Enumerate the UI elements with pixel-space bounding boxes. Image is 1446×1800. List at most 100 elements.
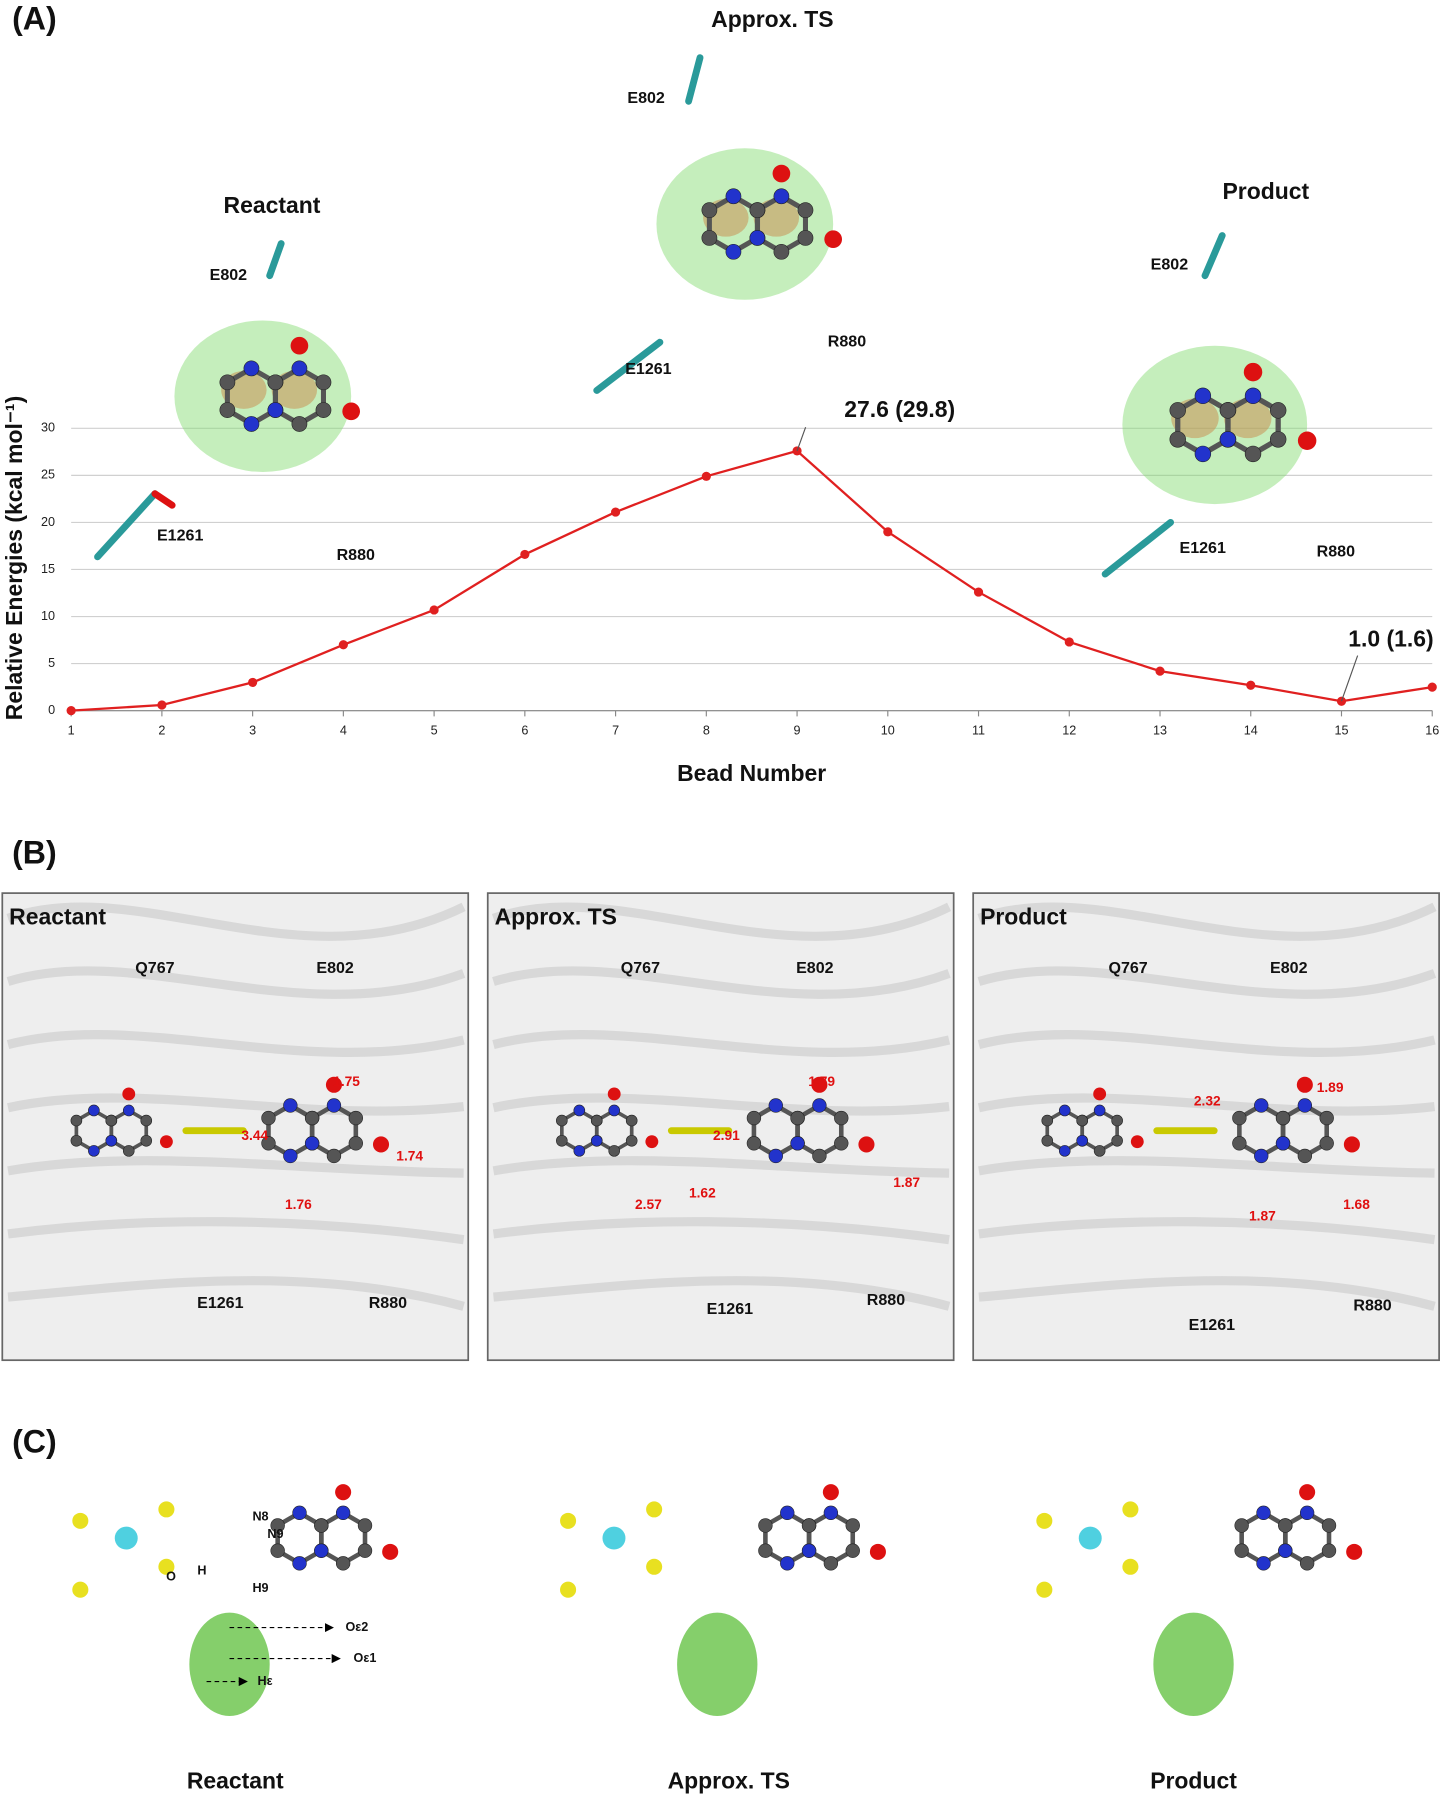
protein-ribbon (492, 966, 951, 999)
atom (314, 1518, 329, 1533)
atom (342, 402, 361, 421)
molecule (270, 1484, 399, 1571)
atom (1299, 1505, 1315, 1521)
atom (823, 1505, 839, 1521)
atom (749, 230, 766, 246)
atom (283, 1148, 298, 1164)
atom (357, 1518, 373, 1533)
annotation-leader (796, 426, 807, 452)
atom-label: N9 (267, 1527, 283, 1541)
atom (790, 1110, 805, 1126)
data-point (338, 640, 348, 650)
distance-label: 2.32 (1194, 1094, 1221, 1109)
atom (758, 1543, 773, 1558)
atom (159, 1135, 173, 1149)
frame-title: Reactant (9, 903, 106, 929)
atom (88, 1104, 100, 1117)
atom (1234, 1543, 1249, 1558)
residue-label: E802 (1270, 959, 1308, 977)
y-tick-label: 30 (41, 421, 55, 435)
distance-label: 3.44 (241, 1128, 268, 1143)
atom (219, 374, 236, 391)
atom (1244, 387, 1262, 405)
data-point (157, 700, 167, 710)
atom-label: H9 (252, 1581, 268, 1595)
atom (122, 1087, 136, 1101)
molecule (758, 1484, 886, 1571)
atom (1036, 1581, 1053, 1598)
atom (315, 402, 332, 418)
atom (304, 1136, 320, 1151)
atom (1297, 1148, 1313, 1164)
atom (72, 1581, 89, 1598)
frame-title: Product (980, 903, 1067, 929)
distance-label: 1.75 (333, 1074, 360, 1089)
atom (270, 1543, 285, 1558)
atom (758, 1518, 773, 1533)
atom (608, 1104, 621, 1117)
atom (1122, 1501, 1139, 1518)
atom (772, 164, 791, 183)
data-point (883, 527, 893, 537)
x-tick-label: 10 (881, 724, 895, 738)
atom (608, 1145, 621, 1157)
atom (270, 1518, 285, 1533)
atom (625, 1114, 638, 1127)
residue-label: R880 (867, 1291, 905, 1309)
atom (768, 1148, 783, 1164)
molecule (746, 1076, 875, 1164)
structure-title: Approx. TS (668, 1768, 790, 1794)
protein-ribbon (977, 1093, 1436, 1116)
y-tick-label: 5 (48, 656, 55, 670)
data-point (1246, 680, 1256, 690)
atom (1041, 1134, 1054, 1147)
metal-atom (602, 1526, 626, 1550)
atom (1319, 1110, 1334, 1126)
molecule (656, 148, 843, 300)
atom (1275, 1136, 1291, 1151)
atom (290, 336, 309, 355)
residue-label: E802 (316, 959, 354, 977)
residue-stick (1101, 518, 1175, 578)
atom-label: Hε (258, 1674, 273, 1688)
atom (1093, 1104, 1106, 1117)
atom (219, 402, 236, 418)
residue-label: E1261 (197, 1294, 243, 1312)
protein-ribbon (977, 966, 1437, 999)
protein-ribbon (493, 1276, 951, 1311)
panel-label: (B) (12, 835, 57, 871)
residue-stick (685, 54, 704, 105)
atom (797, 202, 814, 219)
x-tick-label: 6 (521, 724, 528, 738)
distance-label: 1.62 (689, 1185, 716, 1200)
atom (780, 1556, 795, 1571)
atom (1169, 402, 1186, 419)
data-point (610, 507, 621, 517)
residue-label: R880 (337, 546, 375, 564)
atom (88, 1145, 100, 1157)
atom (243, 360, 260, 377)
atom (1169, 431, 1186, 448)
y-tick-label: 15 (41, 562, 55, 576)
atom (1194, 387, 1212, 405)
protein-ribbon (491, 902, 952, 941)
atom-label: Oε2 (346, 1620, 369, 1634)
residue-label: R880 (369, 1294, 407, 1312)
distance-label: 1.76 (285, 1197, 312, 1212)
atom (573, 1104, 586, 1117)
atom (1254, 1148, 1269, 1164)
atom (70, 1134, 83, 1147)
structure-title: Reactant (187, 1768, 284, 1794)
atom (645, 1135, 659, 1149)
residue-label: R880 (1353, 1297, 1391, 1315)
atom (834, 1110, 849, 1126)
atom (267, 374, 284, 391)
y-tick-label: 0 (48, 703, 55, 717)
atom (326, 1148, 342, 1164)
atom (140, 1134, 153, 1147)
x-tick-label: 11 (972, 724, 985, 738)
molecule (1041, 1087, 1144, 1157)
atom (261, 1110, 276, 1126)
atom (556, 1114, 568, 1127)
